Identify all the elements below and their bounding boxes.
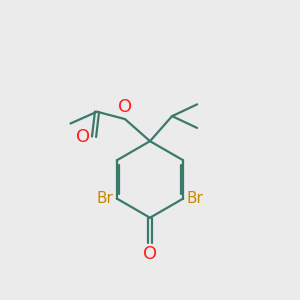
Text: O: O [76, 128, 90, 146]
Text: Br: Br [96, 191, 113, 206]
Text: O: O [143, 245, 157, 263]
Text: Br: Br [187, 191, 204, 206]
Text: O: O [118, 98, 132, 116]
